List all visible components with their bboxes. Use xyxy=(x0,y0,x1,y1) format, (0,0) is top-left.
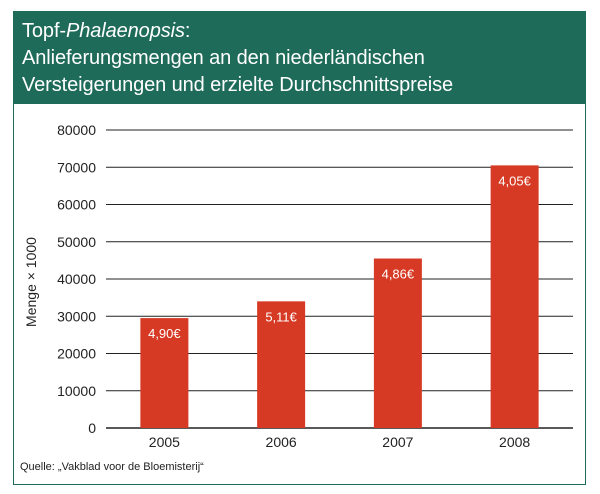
chart-header: Topf-Phalaenopsis: Anlieferungsmengen an… xyxy=(14,12,585,104)
title-line-2: Anlieferungsmengen an den niederländisch… xyxy=(22,47,425,69)
y-tick-label: 70000 xyxy=(57,159,96,175)
bar-chart: 0 10000 20000 30000 40000 50000 60000 70000 8000… xyxy=(23,122,573,450)
bar xyxy=(373,258,422,428)
chart-frame: Topf-Phalaenopsis: Anlieferungsmengen an… xyxy=(13,11,586,485)
bar xyxy=(490,165,539,428)
bar-price-labels: 4,90€ 5,11€ 4,86€ 4,05€ xyxy=(148,173,532,341)
y-tick-label: 50000 xyxy=(57,234,96,250)
x-tick-label: 2008 xyxy=(499,434,530,450)
y-tick-label: 10000 xyxy=(57,383,96,399)
bar-price-label: 4,05€ xyxy=(498,173,531,188)
bar-price-label: 4,90€ xyxy=(148,326,181,341)
x-tick-label: 2007 xyxy=(382,434,413,450)
bars xyxy=(140,165,539,428)
y-tick-label: 0 xyxy=(88,420,96,436)
title-species: Phalaenopsis xyxy=(65,20,185,42)
y-tick-label: 40000 xyxy=(57,271,96,287)
y-tick-label: 20000 xyxy=(57,346,96,362)
title-line-3: Versteigerungen und erzielte Durchschnit… xyxy=(22,74,454,96)
y-tick-label: 30000 xyxy=(57,308,96,324)
y-tick-labels: 0 10000 20000 30000 40000 50000 60000 70000 8000… xyxy=(57,122,96,436)
x-tick-labels: 2005 2006 2007 2008 xyxy=(149,434,531,450)
bar-price-label: 5,11€ xyxy=(265,309,297,324)
source-note: Quelle: „Vakblad voor de Bloemisterij“ xyxy=(20,461,204,473)
title-line-1: Topf-Phalaenopsis: xyxy=(22,18,577,45)
y-axis-label: Menge × 1000 xyxy=(23,237,39,327)
title-prefix: Topf- xyxy=(22,20,66,42)
x-tick-label: 2005 xyxy=(149,434,180,450)
bar-price-label: 4,86€ xyxy=(382,267,415,282)
y-tick-label: 60000 xyxy=(57,197,96,213)
title-colon: : xyxy=(184,20,191,42)
y-tick-label: 80000 xyxy=(57,122,96,138)
bar xyxy=(140,318,189,428)
x-tick-label: 2006 xyxy=(266,434,297,450)
bar xyxy=(257,301,306,428)
